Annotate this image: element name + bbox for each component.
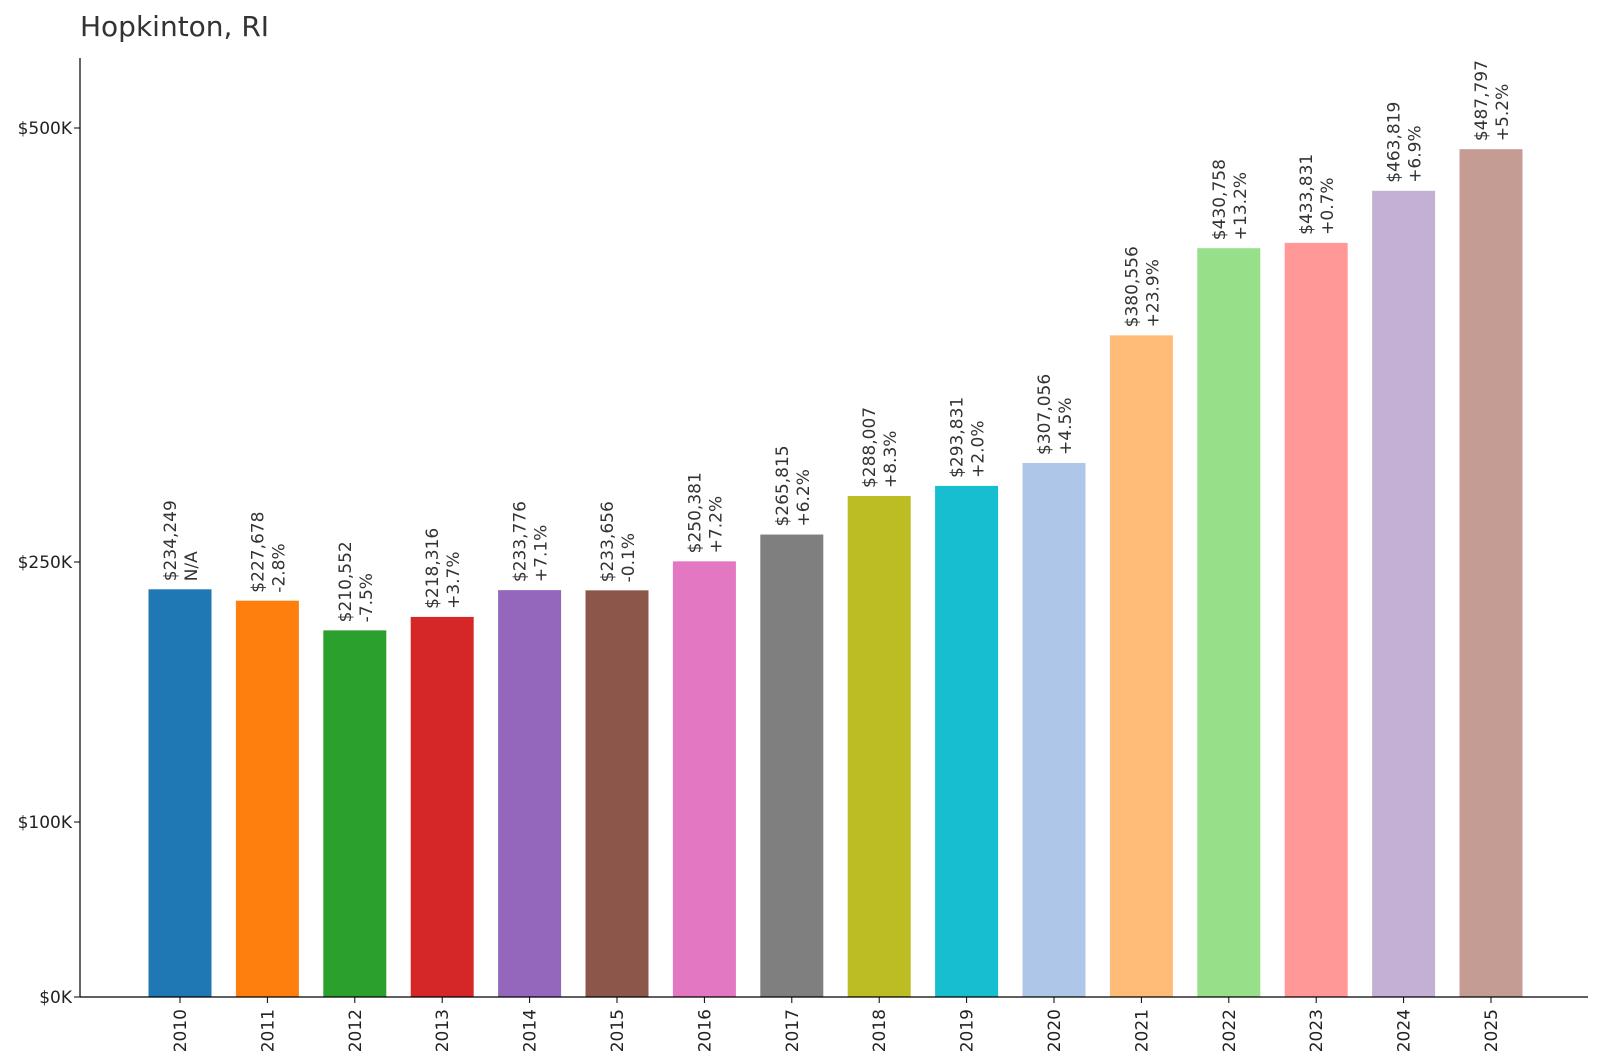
value-label-2022: $430,758: [1210, 159, 1230, 240]
value-label-2014: $233,776: [511, 501, 531, 582]
bar-2015: [585, 590, 649, 997]
change-label-2020: +4.5%: [1056, 398, 1076, 455]
value-label-2015: $233,656: [598, 501, 618, 582]
change-label-2016: +7.2%: [706, 496, 726, 553]
bar-2013: [410, 616, 474, 997]
bar-label-2024: $463,819 +6.9%: [1385, 102, 1426, 183]
x-tick-label-2016: 2016: [695, 1009, 715, 1052]
change-label-2019: +2.0%: [969, 420, 989, 477]
bar-label-2017: $265,815 +6.2%: [773, 445, 814, 526]
value-label-2025: $487,797: [1472, 60, 1492, 141]
bar-label-2022: $430,758 +13.2%: [1210, 159, 1251, 240]
change-label-2011: -2.8%: [269, 543, 289, 592]
bar-2020: [1022, 462, 1086, 997]
bar-2016: [672, 561, 736, 997]
bar-2025: [1459, 149, 1523, 998]
value-label-2011: $227,678: [248, 512, 268, 593]
x-tick-label-2020: 2020: [1045, 1009, 1065, 1052]
bar-2019: [935, 485, 999, 997]
chart-title: Hopkinton, RI: [80, 10, 269, 43]
value-label-2023: $433,831: [1297, 154, 1317, 235]
bar-2010: [148, 589, 212, 997]
x-axis-ticks: 2010 2011 2012 2013 2014 2015 2016 2017 2018 2019…: [171, 997, 1502, 1052]
bar-2012: [323, 630, 387, 997]
x-tick-label-2015: 2015: [608, 1009, 628, 1052]
bar-2022: [1197, 248, 1261, 998]
value-label-2024: $463,819: [1385, 102, 1405, 183]
value-label-2013: $218,316: [423, 528, 443, 609]
change-label-2023: +0.7%: [1318, 177, 1338, 234]
x-tick-label-2012: 2012: [346, 1009, 366, 1052]
change-label-2013: +3.7%: [444, 551, 464, 608]
value-label-2021: $380,556: [1122, 246, 1142, 327]
value-label-2010: $234,249: [161, 500, 181, 581]
y-tick-label-1: $100K: [18, 813, 73, 833]
y-axis-ticks: $0K $100K $250K $500K: [18, 119, 80, 1008]
bar-2024: [1372, 190, 1436, 998]
bar-label-2023: $433,831 +0.7%: [1297, 154, 1338, 235]
bar-label-2015: $233,656 -0.1%: [598, 501, 639, 582]
bar-label-2011: $227,678 -2.8%: [248, 512, 289, 593]
bar-2021: [1109, 335, 1173, 997]
x-tick-label-2021: 2021: [1132, 1009, 1152, 1052]
x-tick-label-2019: 2019: [958, 1009, 978, 1052]
change-label-2010: N/A: [182, 551, 202, 581]
bar-2018: [847, 496, 911, 997]
change-label-2015: -0.1%: [619, 533, 639, 582]
bar-label-2019: $293,831 +2.0%: [948, 397, 989, 478]
bar-label-2010: $234,249 N/A: [161, 500, 202, 581]
x-tick-label-2014: 2014: [521, 1009, 541, 1052]
value-label-2020: $307,056: [1035, 374, 1055, 455]
x-tick-label-2018: 2018: [870, 1009, 890, 1052]
bar-label-2012: $210,552 -7.5%: [336, 541, 377, 622]
bar-label-2014: $233,776 +7.1%: [511, 501, 552, 582]
change-label-2018: +8.3%: [881, 431, 901, 488]
bar-label-2016: $250,381 +7.2%: [685, 472, 726, 553]
change-label-2025: +5.2%: [1493, 84, 1513, 141]
value-label-2012: $210,552: [336, 541, 356, 622]
bar-label-2021: $380,556 +23.9%: [1122, 246, 1163, 327]
x-tick-label-2025: 2025: [1482, 1009, 1502, 1052]
bars-group: [148, 149, 1523, 998]
value-label-2017: $265,815: [773, 445, 793, 526]
value-label-2018: $288,007: [860, 407, 880, 488]
x-tick-label-2010: 2010: [171, 1009, 191, 1052]
bar-2014: [498, 590, 562, 997]
change-label-2024: +6.9%: [1406, 125, 1426, 182]
bar-label-2020: $307,056 +4.5%: [1035, 374, 1076, 455]
x-tick-label-2017: 2017: [783, 1009, 803, 1052]
bar-2017: [760, 534, 824, 997]
bar-label-2018: $288,007 +8.3%: [860, 407, 901, 488]
x-tick-label-2011: 2011: [258, 1009, 278, 1052]
value-label-2019: $293,831: [948, 397, 968, 478]
change-label-2021: +23.9%: [1143, 259, 1163, 327]
change-label-2022: +13.2%: [1231, 172, 1251, 240]
x-tick-label-2013: 2013: [433, 1009, 453, 1052]
change-label-2012: -7.5%: [357, 573, 377, 622]
change-label-2014: +7.1%: [532, 525, 552, 582]
x-tick-label-2022: 2022: [1220, 1009, 1240, 1052]
bar-2011: [235, 600, 299, 997]
y-tick-label-0: $0K: [39, 988, 73, 1008]
change-label-2017: +6.2%: [794, 469, 814, 526]
y-tick-label-3: $500K: [18, 119, 73, 139]
x-tick-label-2024: 2024: [1395, 1009, 1415, 1052]
y-tick-label-2: $250K: [18, 553, 73, 573]
bar-label-2025: $487,797 +5.2%: [1472, 60, 1513, 141]
bar-labels-group: $234,249 N/A $227,678 -2.8% $210,552 -7.5% $21…: [161, 60, 1513, 622]
bar-label-2013: $218,316 +3.7%: [423, 528, 464, 609]
bar-2023: [1284, 242, 1348, 997]
value-label-2016: $250,381: [685, 472, 705, 553]
x-tick-label-2023: 2023: [1307, 1009, 1327, 1052]
